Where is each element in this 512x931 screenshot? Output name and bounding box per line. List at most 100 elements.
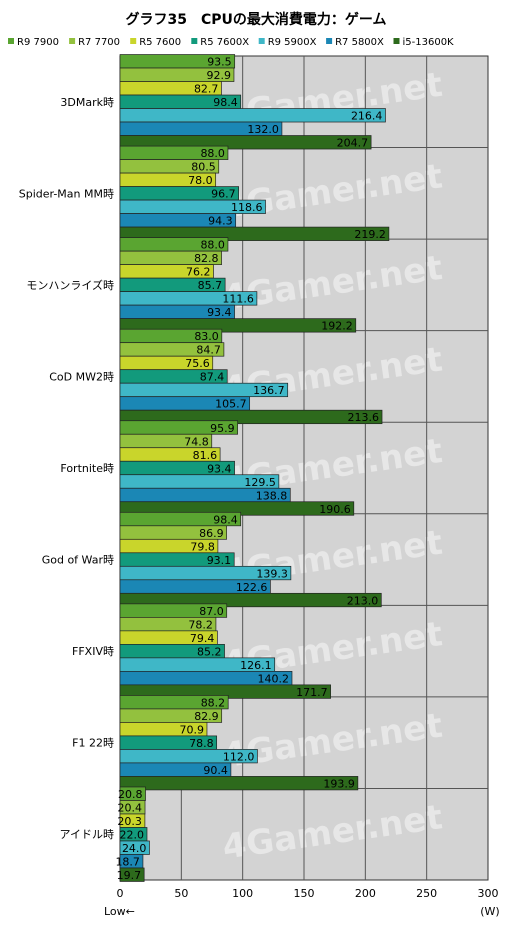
data-label: 70.9: [179, 723, 204, 736]
data-label: 93.4: [207, 462, 232, 475]
data-label: 95.9: [210, 422, 235, 435]
data-label: 20.3: [117, 815, 142, 828]
legend-swatch: [326, 38, 333, 44]
data-label: 80.5: [191, 161, 216, 174]
data-label: 74.8: [184, 435, 209, 448]
data-label: 93.4: [207, 306, 232, 319]
data-label: 213.6: [348, 411, 380, 424]
data-label: 24.0: [122, 842, 147, 855]
data-label: 138.8: [256, 489, 288, 502]
data-label: 122.6: [236, 581, 268, 594]
data-label: 92.9: [206, 69, 231, 82]
data-label: 96.7: [211, 188, 236, 201]
legend-label: R7 7700: [78, 37, 120, 48]
data-label: 20.4: [118, 801, 143, 814]
data-label: 78.8: [189, 737, 214, 750]
x-tick-label: 200: [355, 887, 376, 900]
legend-label: R7 5800X: [335, 37, 384, 48]
bar: [119, 867, 145, 882]
legend-swatch: [191, 38, 198, 44]
category-label: モンハンライズ時: [26, 278, 114, 292]
x-axis: 0 50 100 150 200 250 300 (W) Low←: [104, 887, 500, 918]
data-label: 118.6: [231, 201, 263, 214]
legend-label: R5 7600X: [200, 37, 249, 48]
data-label: 83.0: [194, 330, 219, 343]
plot-area: 4Gamer.net4Gamer.net4Gamer.net4Gamer.net…: [115, 54, 489, 882]
chart-title: グラフ35 CPUの最大消費電力：ゲーム: [126, 11, 387, 28]
data-label: 94.3: [208, 215, 233, 228]
data-label: 22.0: [119, 828, 144, 841]
category-label: アイドル時: [60, 828, 114, 841]
data-label: 216.4: [351, 110, 383, 123]
data-label: 204.7: [337, 137, 369, 150]
data-label: 111.6: [222, 293, 254, 306]
legend-swatch: [130, 38, 137, 44]
data-label: 85.2: [197, 645, 222, 658]
data-label: 105.7: [215, 398, 247, 411]
x-tick-label: 300: [478, 887, 499, 900]
data-label: 98.4: [213, 96, 238, 109]
x-note-label: Low←: [104, 905, 135, 918]
bar: [119, 409, 383, 425]
data-label: 88.2: [201, 696, 226, 709]
legend: R9 7900 R7 7700 R5 7600 R5 7600X R9 5900X R7 …: [8, 37, 454, 48]
category-label: God of War時: [42, 554, 114, 567]
data-label: 192.2: [321, 320, 353, 333]
data-label: 86.9: [199, 527, 224, 540]
x-unit-label: (W): [480, 905, 499, 918]
data-label: 139.3: [256, 567, 288, 580]
data-label: 112.0: [223, 750, 255, 763]
data-label: 129.5: [244, 476, 276, 489]
bar: [119, 592, 382, 608]
data-label: 82.7: [194, 83, 219, 96]
category-label: CoD MW2時: [49, 370, 114, 383]
legend-swatch: [393, 38, 400, 44]
bar: [119, 108, 386, 123]
data-label: 93.5: [207, 56, 232, 69]
data-label: 98.4: [213, 513, 238, 526]
data-label: 140.2: [257, 672, 289, 685]
data-label: 79.4: [190, 632, 215, 645]
category-label: F1 22時: [72, 737, 114, 750]
data-label: 78.2: [188, 618, 213, 631]
legend-swatch: [8, 38, 14, 44]
data-label: 93.1: [207, 554, 232, 567]
data-label: 82.8: [194, 252, 219, 265]
legend-label: R5 7600: [139, 37, 181, 48]
data-label: 213.0: [347, 594, 379, 607]
data-label: 82.9: [194, 710, 219, 723]
legend-swatch: [69, 38, 76, 44]
data-label: 76.2: [186, 266, 211, 279]
bar: [119, 226, 390, 241]
data-label: 90.4: [203, 764, 228, 777]
category-label: Spider-Man MM時: [19, 187, 114, 200]
legend-label: R9 7900: [17, 37, 59, 48]
data-label: 78.0: [188, 174, 213, 187]
data-label: 75.6: [185, 357, 210, 370]
data-label: 19.7: [117, 869, 142, 882]
data-label: 87.0: [199, 605, 224, 618]
category-label: 3DMark時: [60, 96, 114, 109]
bar: [119, 318, 357, 333]
data-label: 136.7: [253, 384, 285, 397]
data-label: 126.1: [240, 659, 272, 672]
data-label: 87.4: [200, 371, 225, 384]
legend-label: i5-13600K: [403, 37, 455, 48]
legend-swatch: [258, 38, 265, 44]
category-label: Fortnite時: [60, 462, 114, 475]
data-label: 81.6: [193, 449, 218, 462]
bar: [119, 135, 372, 150]
data-label: 88.0: [200, 239, 225, 252]
data-label: 79.8: [190, 540, 215, 553]
data-label: 85.7: [198, 279, 223, 292]
category-label: FFXIV時: [72, 645, 114, 658]
data-label: 18.7: [115, 855, 140, 868]
data-label: 88.0: [200, 147, 225, 160]
data-label: 171.7: [296, 686, 328, 699]
x-tick-label: 100: [232, 887, 253, 900]
data-label: 20.8: [118, 788, 143, 801]
x-tick-label: 0: [117, 887, 124, 900]
